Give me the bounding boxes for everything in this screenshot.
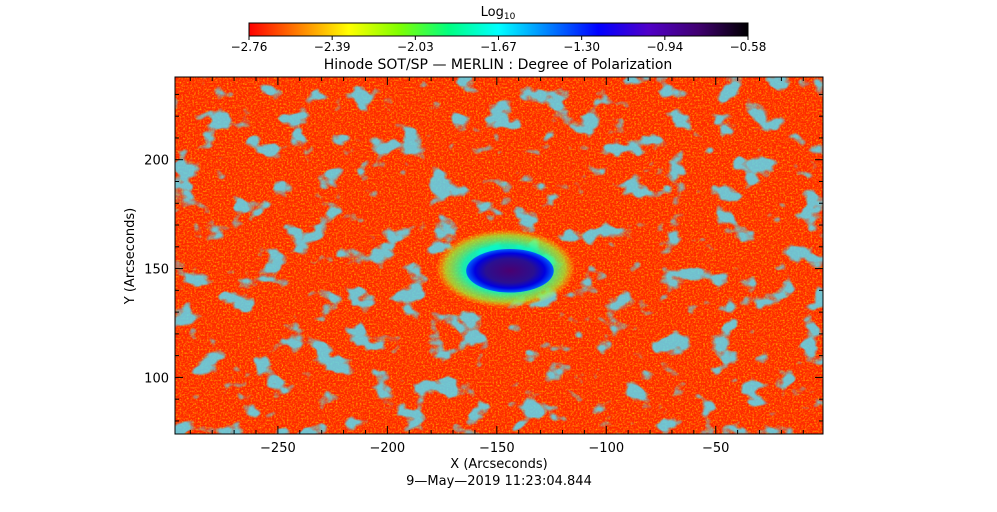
colorbar-tick-label: −1.30 — [563, 40, 600, 54]
y-tick-label: 200 — [144, 154, 169, 169]
colorbar-tick-label: −2.39 — [314, 40, 351, 54]
y-axis: 100 150 200 — [144, 93, 823, 422]
chart-title: Hinode SOT/SP — MERLIN : Degree of Polar… — [324, 57, 673, 73]
x-tick-label: −150 — [479, 441, 515, 456]
colorbar — [248, 22, 749, 37]
colorbar-tick-label: −1.67 — [480, 40, 517, 54]
timestamp: 9—May—2019 11:23:04.844 — [406, 474, 592, 489]
x-tick-label: −200 — [369, 441, 405, 456]
x-tick-label: −100 — [588, 441, 624, 456]
x-tick-label: −250 — [260, 441, 296, 456]
y-tick-label: 100 — [144, 371, 169, 386]
colorbar-ticks: −2.76 −2.39 −2.03 −1.67 −1.30 −0.94 −0.58 — [231, 36, 767, 54]
x-tick-label: −50 — [702, 441, 729, 456]
y-tick-label: 150 — [144, 263, 169, 278]
colorbar-title: Log10 — [481, 5, 516, 22]
x-axis: −250 −200 −150 −100 −50 — [189, 77, 804, 456]
colorbar-tick-label: −0.94 — [646, 40, 683, 54]
sunspot-umbra — [466, 248, 554, 293]
heatmap-features — [435, 229, 576, 308]
x-axis-label: X (Arcseconds) — [450, 457, 547, 472]
y-axis-label: Y (Arcseconds) — [123, 208, 138, 305]
colorbar-tick-label: −0.58 — [730, 40, 767, 54]
plot-frame — [174, 76, 824, 435]
heatmap-image — [175, 77, 823, 434]
colorbar-tick-label: −2.76 — [231, 40, 268, 54]
colorbar-tick-label: −2.03 — [397, 40, 434, 54]
